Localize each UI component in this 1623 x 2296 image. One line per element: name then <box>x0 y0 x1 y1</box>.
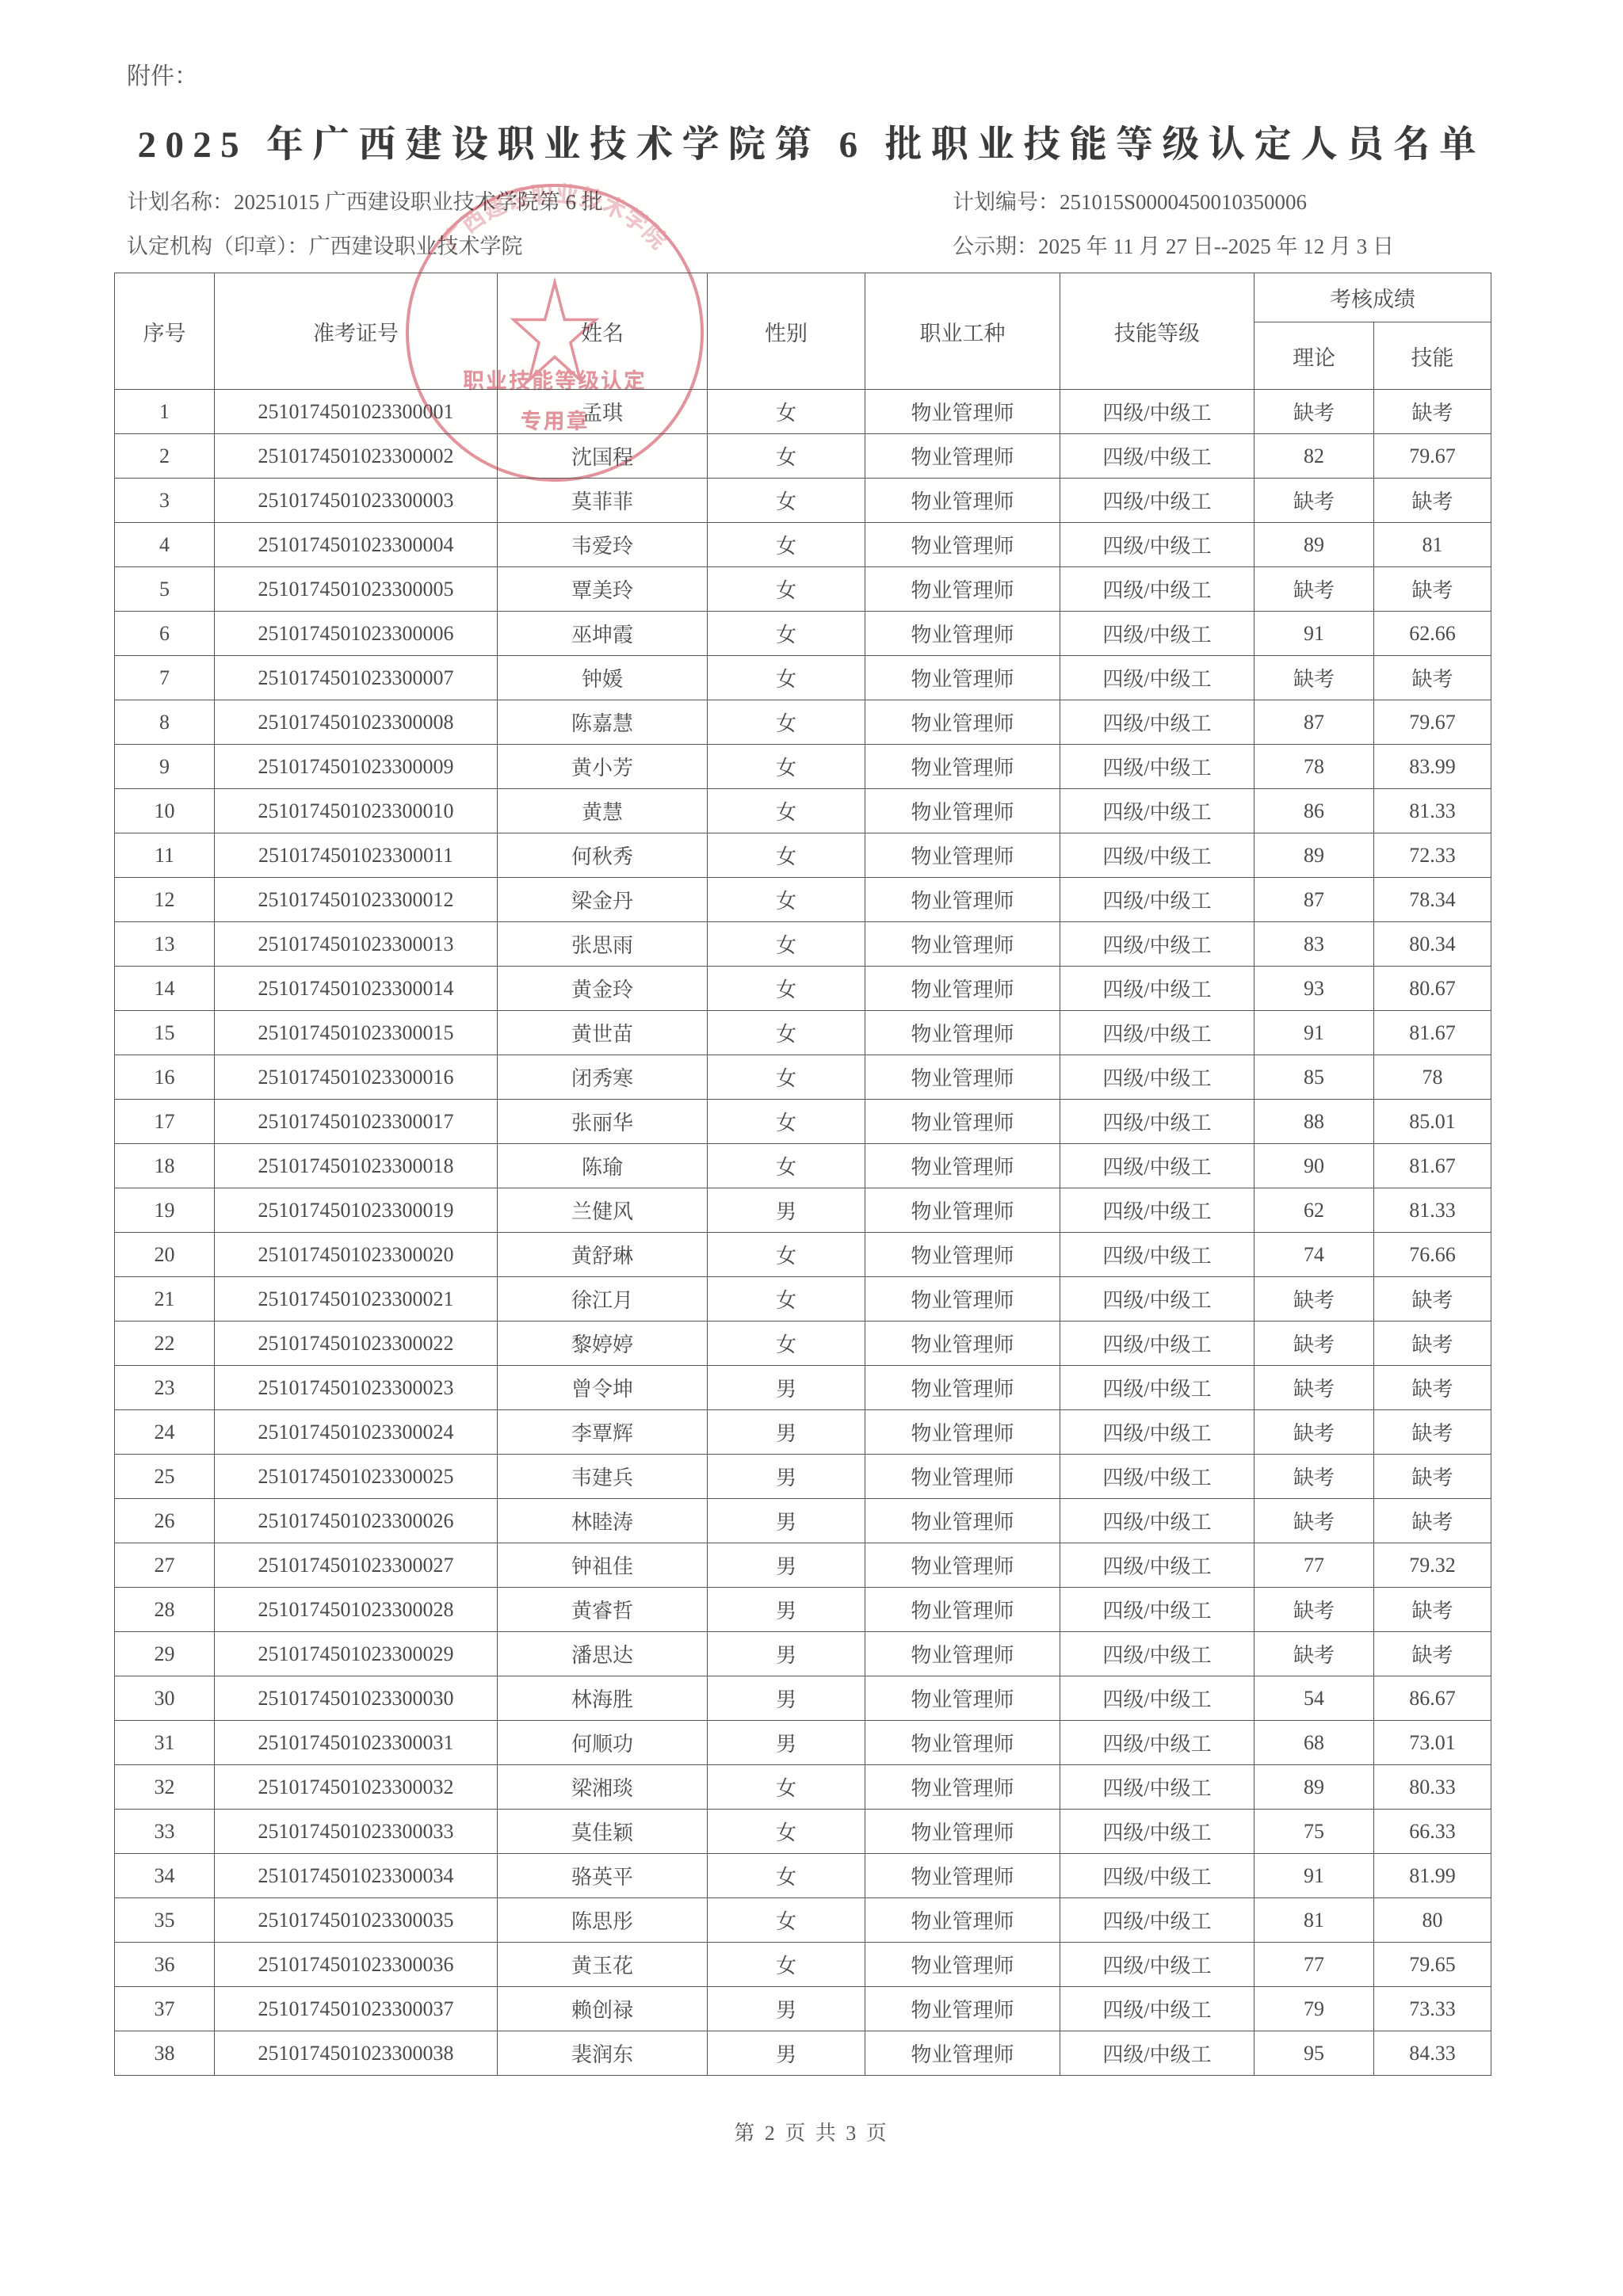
svg-text:广西建设职业技术学院: 广西建设职业技术学院 <box>433 178 676 256</box>
